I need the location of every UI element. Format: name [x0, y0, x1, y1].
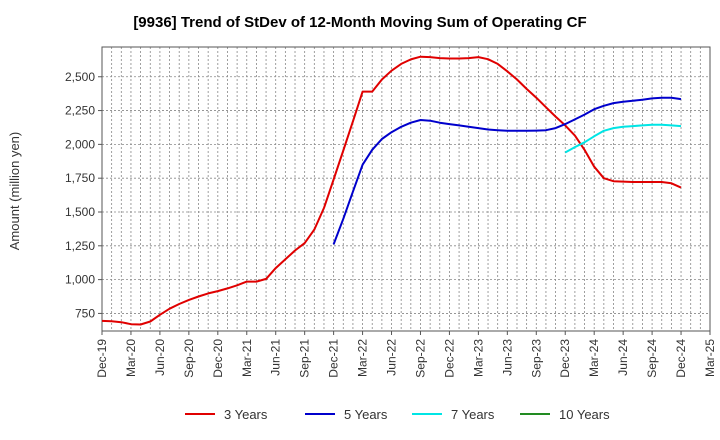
y-tick-label: 1,500	[65, 205, 95, 219]
x-tick-label: Jun-21	[269, 339, 283, 376]
x-tick-label: Mar-20	[124, 339, 138, 377]
x-tick-label: Dec-19	[95, 339, 109, 378]
plot-area	[101, 46, 711, 332]
x-tick-label: Jun-22	[385, 339, 399, 376]
chart-title: [9936] Trend of StDev of 12-Month Moving…	[133, 14, 587, 31]
legend-label: 10 Years	[559, 407, 610, 422]
x-tick-label: Mar-21	[240, 339, 254, 377]
y-axis-label: Amount (million yen)	[7, 132, 22, 251]
x-tick-label: Dec-24	[674, 339, 688, 378]
x-tick-label: Mar-25	[703, 339, 717, 377]
x-tick-label: Dec-21	[327, 339, 341, 378]
x-tick-label: Dec-20	[211, 339, 225, 378]
x-tick-label: Jun-24	[616, 339, 630, 376]
x-tick-label: Dec-23	[558, 339, 572, 378]
x-tick-label: Dec-22	[442, 339, 456, 378]
legend-label: 5 Years	[344, 407, 388, 422]
series-line-3-years	[101, 55, 682, 326]
y-tick-label: 2,000	[65, 137, 95, 151]
y-tick-label: 1,250	[65, 239, 95, 253]
y-tick-label: 1,750	[65, 171, 95, 185]
y-tick-label: 750	[75, 306, 95, 320]
legend-label: 3 Years	[224, 407, 268, 422]
x-tick-label: Sep-20	[182, 339, 196, 378]
series-line-5-years	[332, 96, 682, 245]
x-tick-label: Jun-23	[500, 339, 514, 376]
x-tick-label: Sep-23	[529, 339, 543, 378]
y-tick-label: 1,000	[65, 273, 95, 287]
x-tick-label: Sep-21	[298, 339, 312, 378]
x-tick-label: Mar-22	[356, 339, 370, 377]
x-tick-label: Sep-24	[645, 339, 659, 378]
y-tick-label: 2,500	[65, 70, 95, 84]
y-tick-label: 2,250	[65, 104, 95, 118]
x-tick-label: Mar-23	[471, 339, 485, 377]
x-tick-label: Mar-24	[587, 339, 601, 377]
legend-label: 7 Years	[451, 407, 495, 422]
series-line-7-years	[564, 123, 682, 154]
x-tick-label: Sep-22	[413, 339, 427, 378]
x-tick-label: Jun-20	[153, 339, 167, 376]
